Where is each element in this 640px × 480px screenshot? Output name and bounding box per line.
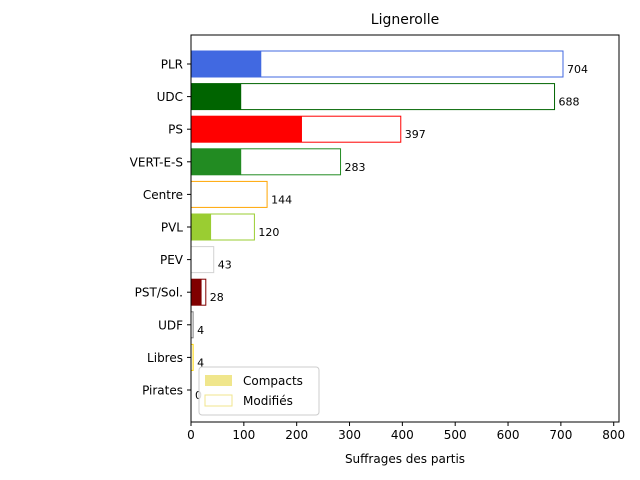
x-tick-label: 800: [602, 428, 625, 442]
y-tick-label: VERT-E-S: [130, 155, 183, 169]
data-label: 43: [218, 259, 232, 272]
legend-label: Compacts: [243, 374, 303, 388]
legend: Compacts Modifiés: [198, 366, 320, 416]
bar-modifies: [190, 180, 268, 208]
x-tick-label: 600: [497, 428, 520, 442]
y-tick-label: Centre: [143, 188, 183, 202]
x-tick-label: 500: [444, 428, 467, 442]
legend-swatch-modifies: [204, 394, 233, 407]
x-tick-label: 0: [187, 428, 195, 442]
y-tick-label: Pirates: [142, 384, 183, 398]
bar-modifies: [190, 83, 556, 111]
data-label: 283: [345, 161, 366, 174]
y-tick-label: PEV: [160, 253, 184, 267]
chart-title: Lignerolle: [371, 12, 439, 28]
x-tick-label: 100: [232, 428, 255, 442]
data-label: 688: [559, 96, 580, 109]
plot-frame: [190, 34, 620, 423]
data-label: 144: [271, 193, 292, 206]
bar-compacts: [191, 148, 242, 175]
y-tick-label: Libres: [147, 351, 183, 365]
data-label: 397: [405, 128, 426, 141]
x-tick-label: 400: [391, 428, 414, 442]
data-label: 4: [197, 324, 204, 337]
bar-modifies: [190, 246, 215, 274]
legend-label: Modifiés: [243, 394, 293, 408]
legend-swatch-compacts: [205, 375, 232, 386]
x-axis-label: Suffrages des partis: [345, 452, 465, 466]
bar-compacts: [191, 51, 262, 77]
bar-compacts: [191, 214, 212, 240]
y-tick-label: UDC: [157, 90, 183, 104]
x-tick-label: 700: [549, 428, 572, 442]
data-label: 28: [210, 291, 224, 304]
bar-compacts: [191, 279, 202, 306]
x-tick-label: 200: [285, 428, 308, 442]
bars-group: 7046883972831441204328440: [190, 50, 588, 402]
bar-compacts: [191, 83, 242, 110]
data-label: 704: [567, 63, 588, 76]
y-tick-label: PST/Sol.: [135, 286, 183, 300]
y-tick-label: UDF: [158, 318, 183, 332]
y-tick-label: PVL: [161, 221, 183, 235]
x-tick-label: 300: [338, 428, 361, 442]
y-tick-label: PLR: [161, 58, 183, 72]
y-axis: PLR UDC PS VERT-E-S Centre PVL PEV PST/Sol. UDF L…: [130, 58, 191, 398]
data-label: 120: [258, 226, 279, 239]
bar-compacts: [191, 116, 302, 143]
x-axis: 0 100 200 300 400 500 600 700 800: [187, 422, 625, 442]
y-tick-label: PS: [168, 123, 183, 137]
data-label: 4: [197, 356, 204, 369]
